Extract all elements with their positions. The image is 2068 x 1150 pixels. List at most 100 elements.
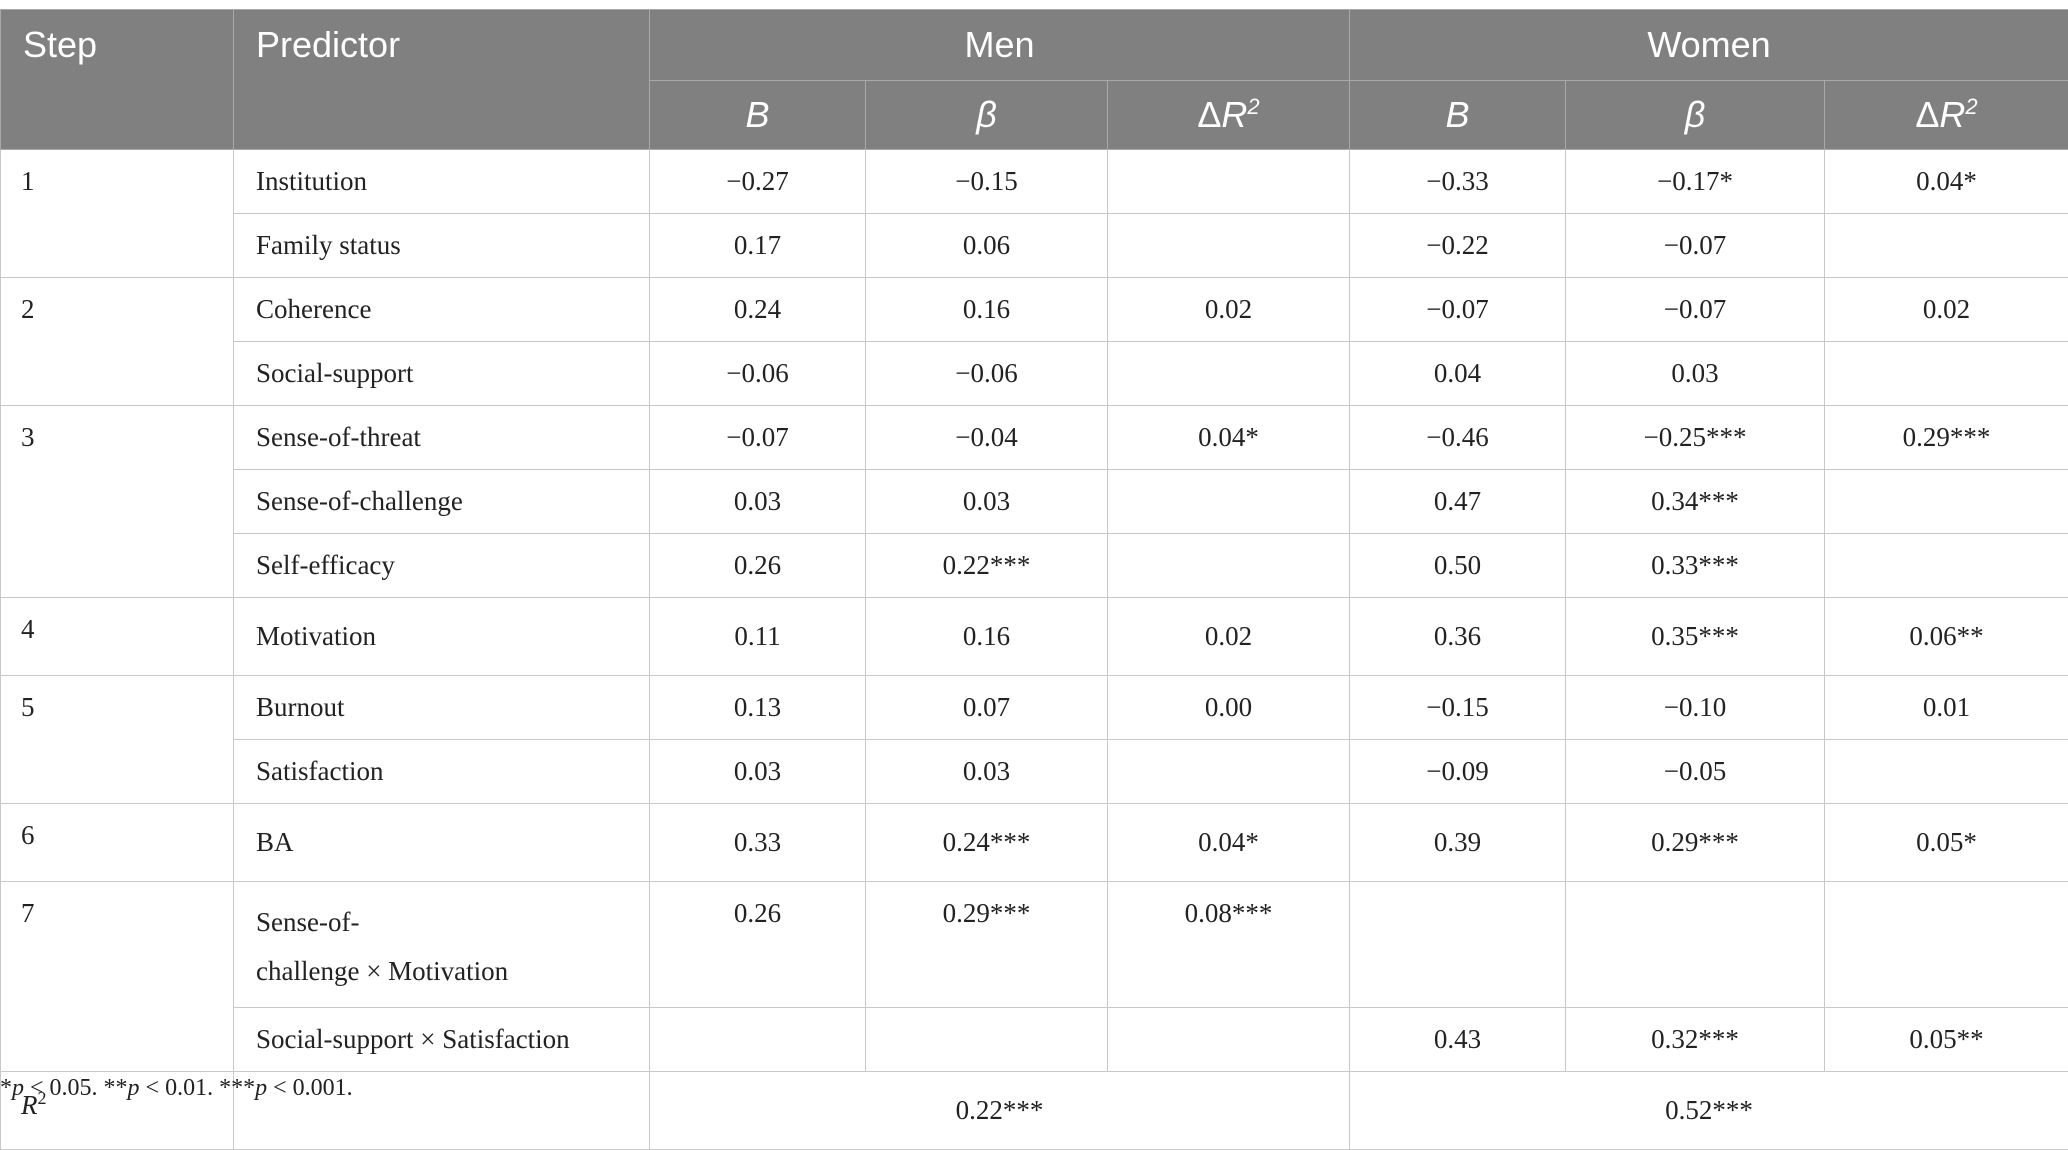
men-delta-r2-cell: 0.02 [1108,278,1350,342]
predictor-cell: Social-support × Satisfaction [234,1008,650,1072]
women-beta-cell: 0.32*** [1566,1008,1825,1072]
men-delta-r2-cell: 0.04* [1108,804,1350,882]
header-men: Men [650,10,1350,81]
men-b-cell: 0.33 [650,804,866,882]
men-beta-cell: 0.16 [866,278,1108,342]
regression-table: Step Predictor Men Women B β ΔR2 B β ΔR2… [0,9,2068,1150]
men-beta-cell: 0.03 [866,740,1108,804]
women-delta-r2-cell: 0.05* [1825,804,2068,882]
table-row: 1 Institution −0.27 −0.15 −0.33 −0.17* 0… [1,150,2068,214]
table-row: 6 BA 0.33 0.24*** 0.04* 0.39 0.29*** 0.0… [1,804,2068,882]
predictor-cell: Social-support [234,342,650,406]
men-beta-cell: 0.29*** [866,882,1108,1008]
women-b-cell [1350,882,1566,1008]
women-delta-r2-cell: 0.29*** [1825,406,2068,470]
predictor-cell: Coherence [234,278,650,342]
men-beta-cell: 0.06 [866,214,1108,278]
table-row: Family status 0.17 0.06 −0.22 −0.07 [1,214,2068,278]
women-delta-r2-cell: 0.01 [1825,676,2068,740]
women-delta-r2-cell [1825,740,2068,804]
men-delta-r2-cell [1108,150,1350,214]
header-step: Step [1,10,234,150]
women-b-cell: 0.43 [1350,1008,1566,1072]
subheader-women-b: B [1350,81,1566,150]
men-delta-r2-cell: 0.02 [1108,598,1350,676]
men-b-cell: 0.24 [650,278,866,342]
men-delta-r2-cell: 0.08*** [1108,882,1350,1008]
men-b-cell [650,1008,866,1072]
women-delta-r2-cell [1825,342,2068,406]
table-row: Satisfaction 0.03 0.03 −0.09 −0.05 [1,740,2068,804]
predictor-cell: Sense-of- challenge × Motivation [234,882,650,1008]
men-beta-cell: 0.07 [866,676,1108,740]
predictor-cell: Family status [234,214,650,278]
men-delta-r2-cell [1108,1008,1350,1072]
women-delta-r2-cell [1825,214,2068,278]
women-b-cell: −0.07 [1350,278,1566,342]
women-beta-cell: 0.34*** [1566,470,1825,534]
men-b-cell: −0.06 [650,342,866,406]
men-delta-r2-cell [1108,214,1350,278]
header-predictor: Predictor [234,10,650,150]
women-beta-cell: −0.07 [1566,214,1825,278]
women-b-cell: −0.15 [1350,676,1566,740]
women-r2-cell: 0.52*** [1350,1072,2068,1150]
predictor-cell: Self-efficacy [234,534,650,598]
men-b-cell: 0.11 [650,598,866,676]
table-row: Sense-of-challenge 0.03 0.03 0.47 0.34**… [1,470,2068,534]
women-delta-r2-cell: 0.05** [1825,1008,2068,1072]
predictor-line: challenge × Motivation [256,956,508,986]
delta-r2-label: ΔR2 [1915,94,1977,135]
men-beta-cell: −0.15 [866,150,1108,214]
women-b-cell: −0.09 [1350,740,1566,804]
step-cell: 2 [1,278,234,406]
women-beta-cell [1566,882,1825,1008]
women-beta-cell: 0.03 [1566,342,1825,406]
predictor-cell: Motivation [234,598,650,676]
men-b-cell: 0.26 [650,534,866,598]
women-b-cell: −0.33 [1350,150,1566,214]
men-delta-r2-cell [1108,740,1350,804]
women-b-cell: −0.22 [1350,214,1566,278]
men-b-cell: −0.07 [650,406,866,470]
women-b-cell: 0.04 [1350,342,1566,406]
men-beta-cell [866,1008,1108,1072]
women-delta-r2-cell [1825,534,2068,598]
women-b-cell: 0.47 [1350,470,1566,534]
women-b-cell: −0.46 [1350,406,1566,470]
men-beta-cell: −0.06 [866,342,1108,406]
men-b-cell: −0.27 [650,150,866,214]
men-delta-r2-cell [1108,470,1350,534]
table-row: 3 Sense-of-threat −0.07 −0.04 0.04* −0.4… [1,406,2068,470]
predictor-cell: Institution [234,150,650,214]
page: Step Predictor Men Women B β ΔR2 B β ΔR2… [0,0,2068,1118]
subheader-women-delta-r2: ΔR2 [1825,81,2068,150]
step-cell: 3 [1,406,234,598]
women-beta-cell: −0.07 [1566,278,1825,342]
women-b-cell: 0.39 [1350,804,1566,882]
men-beta-cell: 0.22*** [866,534,1108,598]
women-delta-r2-cell: 0.04* [1825,150,2068,214]
men-delta-r2-cell: 0.04* [1108,406,1350,470]
women-beta-cell: −0.17* [1566,150,1825,214]
step-cell: 5 [1,676,234,804]
table-row: Social-support −0.06 −0.06 0.04 0.03 [1,342,2068,406]
subheader-men-b: B [650,81,866,150]
men-beta-cell: 0.24*** [866,804,1108,882]
table-row: 2 Coherence 0.24 0.16 0.02 −0.07 −0.07 0… [1,278,2068,342]
women-delta-r2-cell [1825,470,2068,534]
men-delta-r2-cell [1108,534,1350,598]
table-row: Social-support × Satisfaction 0.43 0.32*… [1,1008,2068,1072]
men-delta-r2-cell: 0.00 [1108,676,1350,740]
women-delta-r2-cell: 0.06** [1825,598,2068,676]
men-beta-cell: 0.03 [866,470,1108,534]
men-beta-cell: 0.16 [866,598,1108,676]
step-cell: 7 [1,882,234,1072]
step-cell: 6 [1,804,234,882]
table-row: Self-efficacy 0.26 0.22*** 0.50 0.33*** [1,534,2068,598]
subheader-women-beta: β [1566,81,1825,150]
subheader-men-beta: β [866,81,1108,150]
women-beta-cell: 0.29*** [1566,804,1825,882]
women-b-cell: 0.50 [1350,534,1566,598]
predictor-cell: Burnout [234,676,650,740]
